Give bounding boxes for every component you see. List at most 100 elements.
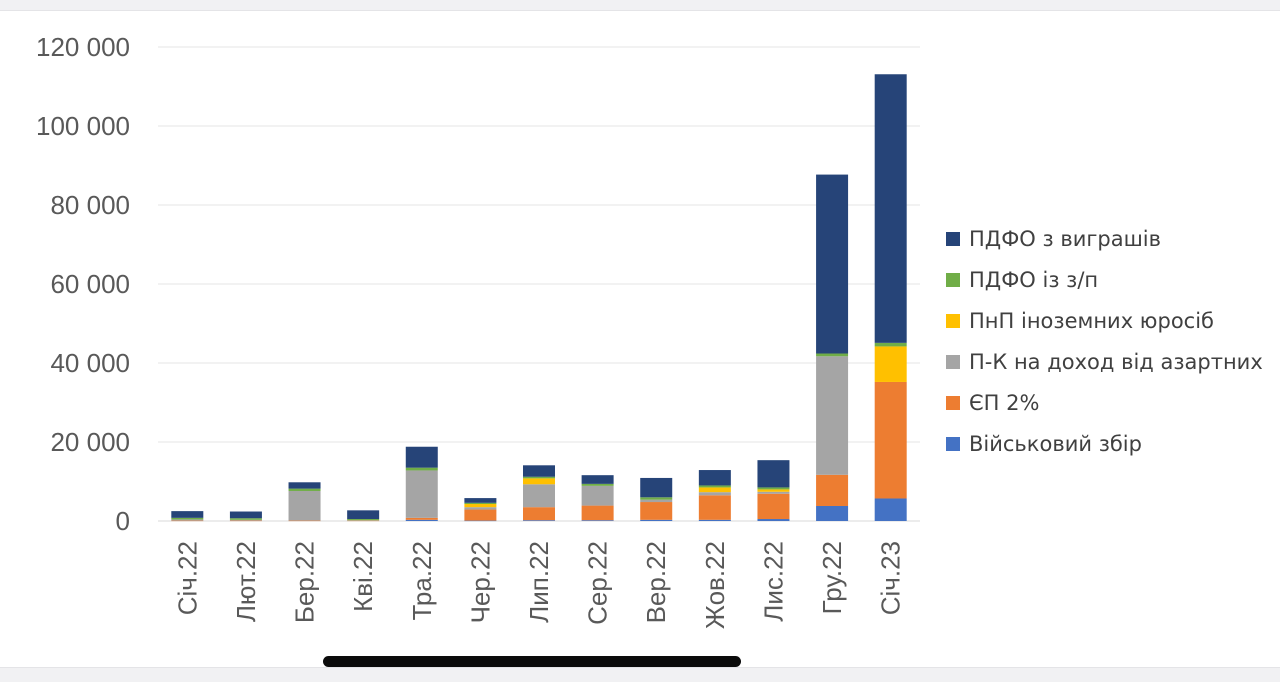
bar-segment bbox=[523, 507, 555, 521]
legend-label: П-К на доход від азартних bbox=[969, 349, 1263, 374]
bar-segment bbox=[640, 502, 673, 520]
bar-segment bbox=[464, 520, 497, 522]
bar-segment bbox=[698, 519, 731, 521]
bar-segment bbox=[523, 484, 555, 508]
bar-segment bbox=[757, 491, 790, 494]
bar-segment bbox=[640, 519, 673, 521]
y-axis-ticks: 0 20 000 40 000 60 000 80 000 100 000 120 000 bbox=[36, 32, 130, 536]
bar-segment bbox=[523, 465, 555, 477]
x-tick-label: Кві.22 bbox=[348, 541, 378, 612]
bar-segment bbox=[757, 493, 790, 520]
y-tick-label: 80 000 bbox=[50, 190, 130, 220]
bar-segment bbox=[464, 507, 497, 510]
bar-segment bbox=[464, 504, 497, 508]
y-tick-label: 100 000 bbox=[36, 111, 130, 141]
bar-segment bbox=[816, 174, 849, 354]
x-tick-label: Жов.22 bbox=[700, 541, 730, 629]
legend-item: ЄП 2% bbox=[946, 382, 1263, 423]
legend-label: ЄП 2% bbox=[969, 390, 1040, 415]
bar-segment bbox=[698, 487, 731, 493]
bar-segment bbox=[464, 502, 497, 505]
bar-segment bbox=[288, 488, 321, 491]
bar-segment bbox=[405, 446, 438, 468]
bar-segment bbox=[229, 511, 262, 519]
legend-item: ПнП іноземних юросіб bbox=[946, 300, 1263, 341]
y-tick-label: 40 000 bbox=[50, 348, 130, 378]
x-tick-label: Сер.22 bbox=[583, 541, 613, 625]
bar-segment bbox=[229, 519, 262, 521]
legend-item: Військовий збір bbox=[946, 423, 1263, 464]
x-tick-label: Січ.22 bbox=[172, 541, 202, 615]
legend-label: Військовий збір bbox=[969, 431, 1142, 456]
bar-segment bbox=[288, 482, 321, 489]
bar-segment bbox=[874, 346, 907, 382]
bar-segment bbox=[405, 519, 438, 521]
bar-segment bbox=[347, 520, 380, 521]
bar-segment bbox=[347, 519, 380, 521]
bar-segment bbox=[581, 475, 614, 484]
bar-segment bbox=[405, 517, 438, 520]
bar-segment bbox=[698, 492, 731, 496]
gridlines bbox=[158, 46, 920, 522]
x-tick-label: Чер.22 bbox=[465, 541, 495, 623]
bar-segment bbox=[229, 518, 262, 520]
bar-segment bbox=[757, 460, 790, 488]
bar-segment bbox=[698, 485, 731, 488]
x-tick-label: Тра.22 bbox=[407, 541, 437, 621]
bar-segment bbox=[816, 356, 849, 475]
x-tick-label: Січ.23 bbox=[876, 541, 906, 615]
bar-segment bbox=[171, 517, 204, 520]
legend-swatch bbox=[946, 354, 960, 369]
bar-segment bbox=[581, 520, 614, 521]
bar-segment bbox=[581, 505, 614, 521]
legend-label: ПДФО із з/п bbox=[969, 267, 1099, 292]
legend-label: ПнП іноземних юросіб bbox=[969, 308, 1214, 333]
bar-segment bbox=[640, 497, 673, 500]
x-tick-label: Гру.22 bbox=[817, 541, 847, 614]
y-tick-label: 20 000 bbox=[50, 427, 130, 457]
x-axis-ticks: Січ.22 Лют.22 Бер.22 Кві.22 Тра.22 Чер.22 Лип.… bbox=[172, 541, 905, 629]
bar-segment bbox=[757, 519, 790, 521]
bar-segment bbox=[347, 520, 380, 522]
legend-swatch bbox=[946, 313, 960, 328]
bar-segment bbox=[464, 498, 497, 503]
x-tick-label: Вер.22 bbox=[641, 541, 671, 623]
bar-segment bbox=[816, 474, 849, 506]
bar-segment bbox=[405, 470, 438, 518]
x-tick-label: Лип.22 bbox=[524, 541, 554, 623]
bar-segment bbox=[229, 520, 262, 522]
legend-swatch bbox=[946, 395, 960, 410]
bar-segment bbox=[405, 467, 438, 471]
bar-segment bbox=[581, 485, 614, 506]
legend-swatch bbox=[946, 272, 960, 287]
bar-segment bbox=[816, 505, 849, 521]
bar-segment bbox=[874, 342, 907, 347]
bar-segment bbox=[171, 511, 204, 518]
bar-segment bbox=[816, 353, 849, 357]
y-tick-label: 60 000 bbox=[50, 269, 130, 299]
x-tick-label: Лют.22 bbox=[231, 541, 261, 622]
bar-segment bbox=[523, 520, 555, 521]
bar-segment bbox=[581, 483, 614, 486]
bar-segment bbox=[640, 477, 673, 498]
bar-segment bbox=[171, 519, 204, 521]
bar-segment bbox=[288, 520, 321, 522]
bar-segment bbox=[171, 520, 204, 522]
bar-segment bbox=[698, 470, 731, 486]
bar-segment bbox=[757, 489, 790, 492]
bottom-browser-strip bbox=[0, 667, 1280, 682]
legend-item: П-К на доход від азартних bbox=[946, 341, 1263, 382]
bar-segment bbox=[757, 487, 790, 490]
bar-segment bbox=[874, 498, 907, 521]
bar-segment bbox=[347, 510, 380, 520]
bar-segment bbox=[640, 499, 673, 503]
legend-label: ПДФО з виграшів bbox=[969, 226, 1162, 251]
x-tick-label: Бер.22 bbox=[290, 541, 320, 623]
bar-segment bbox=[523, 476, 555, 479]
legend-item: ПДФО з виграшів bbox=[946, 218, 1263, 259]
home-indicator-bar[interactable] bbox=[323, 656, 741, 667]
x-tick-label: Лис.22 bbox=[758, 541, 788, 622]
bar-segment bbox=[288, 490, 321, 521]
bar-segment bbox=[874, 74, 907, 343]
